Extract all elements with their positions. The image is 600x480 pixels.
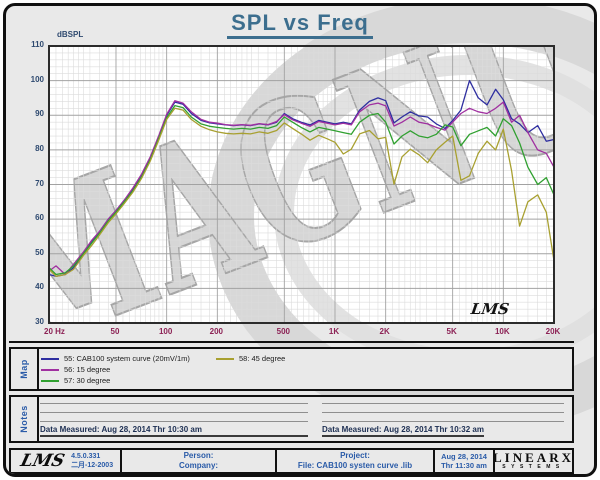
footer-project-cell: Project: File: CAB100 systen curve .lib (277, 450, 435, 472)
notes-section: Notes Data Measured: Aug 28, 2014 Thr 10… (9, 395, 574, 443)
legend-swatch-57 (41, 380, 59, 383)
person-label: Person: (183, 451, 214, 460)
notes-line (40, 412, 308, 413)
software-version: 4.5.0.331 (71, 453, 101, 460)
footer-bar: LMS 4.5.0.331 二月-12-2003 Person: Company… (9, 448, 574, 474)
x-tick-label: 20 Hz (44, 327, 65, 336)
y-tick-label: 90 (35, 109, 44, 119)
map-label-cell: Map (11, 349, 39, 389)
software-date: 二月-12-2003 (71, 462, 114, 469)
curve-58 (48, 107, 555, 277)
y-tick-label: 60 (35, 213, 44, 223)
x-tick-label: 2K (379, 327, 390, 336)
legend-item-58: 58: 45 degree (216, 354, 285, 364)
data-measured-right: Data Measured: Aug 28, 2014 Thr 10:32 am (322, 425, 484, 437)
curve-57 (48, 104, 555, 276)
y-tick-label: 70 (35, 178, 44, 188)
x-tick-label: 5K (446, 327, 457, 336)
x-tick-label: 10K (494, 327, 510, 336)
notes-line (322, 421, 564, 422)
legend-swatch-55 (41, 358, 59, 361)
lms-logo: LMS (18, 451, 67, 471)
map-label: Map (19, 359, 29, 379)
y-axis-unit-label: dBSPL (57, 30, 84, 39)
y-tick-label: 80 (35, 143, 44, 153)
measure-date: Aug 28, 2014 (441, 452, 487, 461)
legend-item-55: 55: CAB100 system curve (20mV/1m) (41, 354, 190, 364)
company-label: Company: (178, 461, 219, 470)
legend-label: 56: 15 degree (64, 365, 111, 374)
footer-brand-cell: LINEARX SYSTEMS (495, 450, 572, 472)
notes-label-cell: Notes (11, 397, 39, 441)
notes-line (40, 421, 308, 422)
measure-time: Thr 11:30 am (441, 461, 487, 470)
curve-56 (48, 100, 555, 276)
x-tick-label: 20K (545, 327, 561, 336)
footer-person-cell: Person: Company: (122, 450, 277, 472)
x-tick-label: 500 (276, 327, 290, 336)
legend-label: 58: 45 degree (239, 354, 286, 363)
y-tick-label: 30 (35, 317, 44, 326)
legend-swatch-56 (41, 369, 59, 372)
plot-lms-signature: LMS (469, 300, 511, 318)
notes-label: Notes (19, 405, 29, 433)
x-tick-label: 200 (209, 327, 224, 336)
y-tick-label: 100 (30, 74, 44, 84)
y-tick-label: 50 (35, 247, 44, 257)
legend-label: 57: 30 degree (64, 376, 111, 385)
map-section: Map 55: CAB100 system curve (20mV/1m) 56:… (9, 347, 574, 391)
page-title: SPL vs Freq (6, 10, 594, 39)
project-label: Project: (340, 451, 370, 460)
footer-version-cell: LMS 4.5.0.331 二月-12-2003 (11, 450, 122, 472)
project-file: File: CAB100 systen curve .lib (297, 461, 413, 470)
section-separator (9, 341, 574, 343)
report-sheet: SPL vs Freq dBSPL 110 100 90 80 70 60 50 40 30 2… (3, 3, 597, 477)
notes-line (322, 403, 564, 404)
notes-line (40, 403, 308, 404)
x-tick-label: 100 (158, 327, 173, 336)
legend-item-57: 57: 30 degree (41, 376, 110, 386)
linearx-systems-label: SYSTEMS (502, 464, 565, 470)
y-tick-label: 110 (31, 40, 44, 49)
page-title-text: SPL vs Freq (227, 10, 373, 39)
data-measured-left: Data Measured: Aug 28, 2014 Thr 10:30 am (40, 425, 308, 437)
footer-date-cell: Aug 28, 2014 Thr 11:30 am (435, 450, 495, 472)
x-tick-label: 1K (328, 327, 340, 336)
legend-label: 55: CAB100 system curve (20mV/1m) (64, 354, 190, 363)
linearx-logo: LINEARX (495, 450, 572, 465)
x-tick-label: 50 (110, 327, 120, 336)
legend-item-56: 56: 15 degree (41, 365, 110, 375)
notes-line (322, 412, 564, 413)
y-tick-label: 40 (35, 282, 44, 292)
legend-swatch-58 (216, 358, 234, 361)
